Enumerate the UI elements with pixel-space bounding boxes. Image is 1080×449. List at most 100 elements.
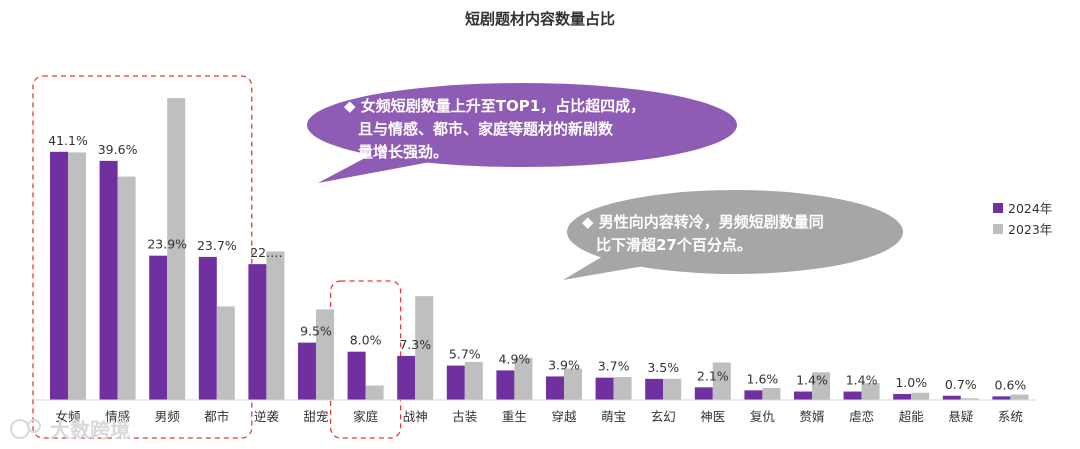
value-label: 3.5%: [647, 360, 679, 375]
value-label: 8.0%: [350, 333, 382, 348]
bar-2024: [248, 264, 267, 400]
bar-2024: [893, 393, 912, 400]
value-label: 9.5%: [300, 324, 332, 339]
callout-text: ◆ 女频短剧数量上升至TOP1，占比超四成，: [344, 97, 645, 115]
bar-2023: [316, 309, 334, 400]
callout-text: ◆ 男性向内容转冷，男频短剧数量同: [582, 213, 824, 231]
value-label: 41.1%: [48, 133, 88, 148]
bar-2023: [663, 378, 682, 400]
bar-2023: [514, 357, 533, 400]
value-label: 3.7%: [598, 359, 630, 374]
category-label: 赘婿: [799, 409, 825, 424]
bar-2023: [911, 392, 930, 400]
bar-2024: [794, 391, 812, 400]
value-label: 7.3%: [399, 337, 431, 352]
value-label: 2.1%: [697, 368, 729, 383]
bar-2023: [613, 377, 632, 400]
value-label: 5.7%: [449, 347, 481, 362]
bar-2023: [861, 383, 880, 400]
bar-2023: [464, 361, 483, 400]
bar-2023: [564, 368, 582, 400]
bar-2023: [762, 387, 781, 400]
bar-2023: [415, 296, 434, 400]
value-label: 3.9%: [548, 357, 580, 372]
value-label: 1.4%: [796, 373, 828, 388]
bar-2024: [992, 396, 1011, 400]
bar-2024: [843, 391, 862, 400]
category-label: 系统: [998, 409, 1023, 424]
category-label: 超能: [899, 409, 925, 424]
bar-2023: [365, 385, 384, 400]
bar-2024: [446, 365, 465, 400]
category-label: 萌宝: [601, 409, 626, 424]
callout-text: 且与情感、都市、家庭等题材的新剧数: [358, 120, 614, 138]
watermark-text: 大数跨境: [50, 418, 130, 442]
category-label: 家庭: [353, 409, 379, 424]
category-label: 虐恋: [849, 409, 874, 424]
value-label: 0.7%: [945, 377, 977, 392]
callout-bubbles: ◆ 女频短剧数量上升至TOP1，占比超四成， 且与情感、都市、家庭等题材的新剧数量…: [307, 83, 903, 280]
bar-2024: [942, 395, 961, 400]
value-label: 4.9%: [499, 351, 531, 366]
value-label: 23.9%: [147, 237, 187, 252]
bar-2023: [117, 176, 136, 400]
bar-2024: [149, 255, 168, 400]
bar-2024: [496, 370, 515, 400]
bar-2024: [546, 376, 564, 400]
watermark-logo-icon: [10, 419, 41, 439]
bar-2023: [68, 152, 86, 400]
bar-2024: [298, 342, 316, 400]
watermark: 大数跨境: [10, 418, 130, 442]
value-label: 1.0%: [895, 375, 927, 390]
value-label: 23.7%: [197, 238, 237, 253]
legend: 2024年 2023年: [993, 201, 1052, 237]
value-label: 1.4%: [846, 373, 878, 388]
bars: [50, 98, 1029, 401]
value-label: 22.…: [250, 245, 282, 260]
value-label: 0.6%: [995, 377, 1027, 392]
bar-2023: [812, 372, 830, 400]
bar-2024: [595, 377, 614, 400]
bar-2024: [645, 378, 664, 400]
bar-2023: [960, 398, 979, 400]
category-label: 神医: [700, 409, 725, 424]
value-labels: 41.1% 39.6% 23.9% 23.7% 22.… 9.5% 8.0% 7.3% 5.7%…: [48, 133, 1026, 393]
bar-2024: [397, 355, 416, 400]
bar-2023: [1010, 394, 1029, 400]
legend-swatch: [993, 203, 1003, 213]
category-label: 玄幻: [651, 409, 676, 424]
category-labels: 女频 情感 男频 都市 逆袭 甜宠 家庭 战神 古装 重生 穿越 萌宝 玄幻 神医 复仇 赘婿 虐恋 超能 悬疑 系统: [55, 409, 1022, 424]
highlight-box: [32, 75, 253, 439]
bar-2024: [198, 256, 217, 400]
category-label: 男频: [155, 409, 181, 424]
legend-swatch: [993, 224, 1003, 234]
category-label: 悬疑: [948, 409, 974, 424]
category-label: 都市: [204, 409, 229, 424]
callout-text: 比下滑超27个百分点。: [596, 236, 752, 254]
bar-2023: [167, 98, 186, 401]
bar-2023: [712, 362, 731, 400]
legend-label: 2024年: [1008, 201, 1052, 216]
bar-2024: [50, 151, 68, 400]
category-label: 战神: [403, 409, 428, 424]
category-label: 情感: [105, 409, 130, 424]
category-label: 女频: [55, 409, 81, 424]
value-label: 39.6%: [98, 142, 138, 157]
bar-2024: [99, 160, 118, 400]
chart-title: 短剧题材内容数量占比: [465, 10, 615, 28]
bar-2023: [216, 306, 235, 400]
bar-2023: [266, 251, 285, 400]
legend-label: 2023年: [1008, 222, 1052, 237]
callout-bubble: ◆ 女频短剧数量上升至TOP1，占比超四成， 且与情感、都市、家庭等题材的新剧数量…: [307, 83, 737, 183]
callout-text: 量增长强劲。: [358, 143, 448, 161]
category-label: 古装: [452, 409, 477, 424]
category-label: 逆袭: [254, 409, 280, 424]
category-label: 重生: [502, 409, 527, 424]
bar-2024: [347, 351, 366, 400]
value-label: 1.6%: [747, 371, 779, 386]
bar-2024: [744, 390, 763, 400]
category-label: 甜宠: [303, 409, 328, 424]
category-label: 穿越: [551, 409, 577, 424]
